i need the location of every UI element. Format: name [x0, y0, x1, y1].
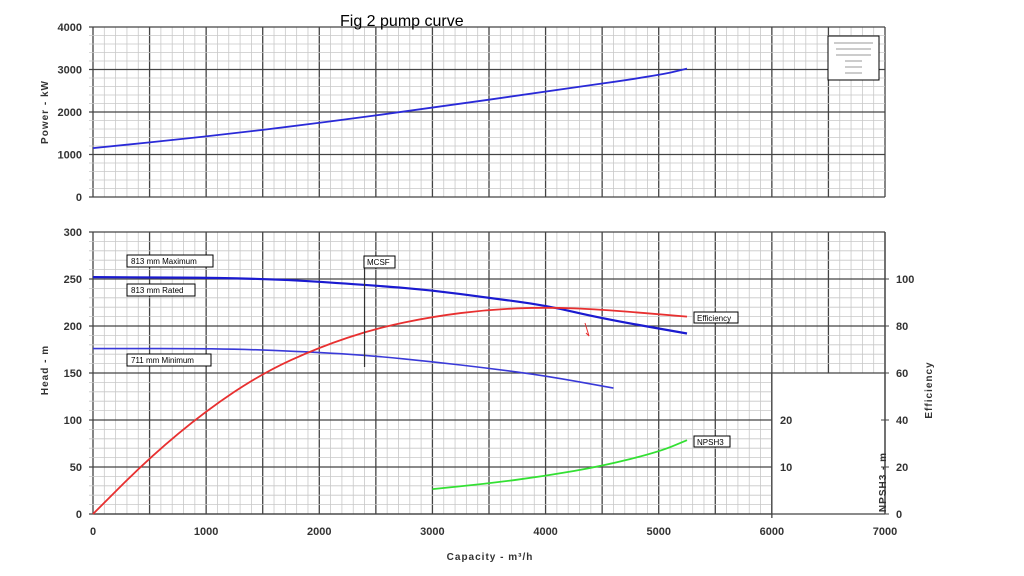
efficiency-tick-label: 80 — [896, 321, 908, 333]
legend-box — [827, 35, 880, 81]
capacity-axis-label: Capacity - m³/h — [447, 552, 534, 563]
capacity-tick-label: 3000 — [420, 526, 444, 538]
capacity-tick-label: 1000 — [194, 526, 218, 538]
head-tick-label: 200 — [64, 321, 82, 333]
capacity-tick-label: 2000 — [307, 526, 331, 538]
head-tick-label: 100 — [64, 415, 82, 427]
efficiency-curve — [92, 306, 688, 515]
efficiency-tick-label: 100 — [896, 274, 914, 286]
capacity-tick-label: 6000 — [760, 526, 784, 538]
marks — [92, 67, 688, 515]
npsh-tick-label: 10 — [780, 462, 792, 474]
power-tick-label: 2000 — [58, 107, 82, 119]
head-tick-label: 300 — [64, 227, 82, 239]
npsh-axis-label: NPSH3 - m — [878, 452, 889, 512]
label-npsh3: NPSH3 — [693, 435, 731, 448]
efficiency-tick-label: 0 — [896, 509, 902, 521]
efficiency-tick-label: 20 — [896, 462, 908, 474]
head-tick-label: 150 — [64, 368, 82, 380]
label-mcsf: MCSF — [363, 255, 396, 269]
power-tick-label: 1000 — [58, 150, 82, 162]
power-curve — [92, 67, 688, 150]
npsh3-curve — [432, 439, 688, 490]
svg-text:Efficiency: Efficiency — [697, 314, 731, 323]
capacity-tick-label: 4000 — [533, 526, 557, 538]
efficiency-tick-label: 60 — [896, 368, 908, 380]
svg-text:711 mm Minimum: 711 mm Minimum — [131, 356, 194, 365]
capacity-tick-label: 7000 — [873, 526, 897, 538]
head-tick-label: 50 — [70, 462, 82, 474]
label-711-minimum: 711 mm Minimum — [126, 353, 212, 367]
head-tick-label: 0 — [76, 509, 82, 521]
power-tick-label: 4000 — [58, 22, 82, 34]
label-efficiency: Efficiency — [693, 311, 739, 324]
power-tick-label: 3000 — [58, 65, 82, 77]
label-813-maximum: 813 mm Maximum — [126, 254, 214, 268]
chart-title: Fig 2 pump curve — [340, 13, 464, 30]
efficiency-point-marker — [584, 322, 590, 337]
efficiency-axis-label: Efficiency — [924, 361, 935, 418]
head-curve-711mm — [93, 347, 614, 389]
capacity-tick-label: 0 — [90, 526, 96, 538]
power-axis-label: Power - kW — [40, 80, 51, 144]
svg-text:NPSH3: NPSH3 — [697, 438, 724, 447]
svg-text:MCSF: MCSF — [367, 258, 390, 267]
head-axis-label: Head - m — [40, 345, 51, 395]
label-813-rated: 813 mm Rated — [126, 283, 196, 297]
head-tick-label: 250 — [64, 274, 82, 286]
grid: 0100020003000400005010015020025030002040… — [58, 22, 915, 538]
svg-text:813 mm Maximum: 813 mm Maximum — [131, 257, 197, 266]
head-curve-813mm — [92, 276, 688, 335]
power-tick-label: 0 — [76, 192, 82, 204]
svg-text:813 mm Rated: 813 mm Rated — [131, 286, 183, 295]
capacity-tick-label: 5000 — [646, 526, 670, 538]
npsh-tick-label: 20 — [780, 415, 792, 427]
efficiency-tick-label: 40 — [896, 415, 908, 427]
